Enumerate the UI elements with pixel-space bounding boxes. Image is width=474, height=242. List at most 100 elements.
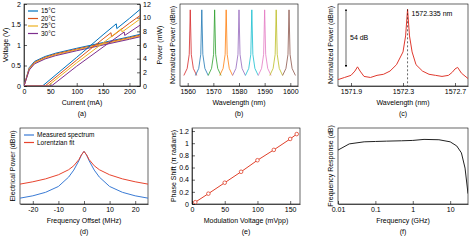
tick: 4 [137, 55, 147, 62]
xticks-axis: 1571.91572.31572.7 [339, 83, 469, 95]
tick-mark [290, 83, 291, 86]
tick: 1600 [283, 83, 299, 95]
axis-line [25, 86, 141, 87]
tick-mark [192, 168, 195, 169]
figure: 05010015020000.511.5202468101215°C20°C25… [0, 0, 474, 242]
plot-area [193, 132, 298, 204]
tick-mark [257, 201, 258, 204]
tick-label: 0 [17, 83, 21, 90]
tick-label: 1600 [283, 88, 299, 95]
x-axis-title: Wavelength (nm) [376, 99, 429, 107]
tick: 0.4 [179, 176, 195, 183]
series-line [24, 36, 140, 86]
series-line [258, 10, 271, 76]
xticks-axis: 050100150 [191, 201, 301, 213]
legend-label: 30°C [41, 30, 56, 37]
tick-label: 2 [17, 1, 21, 8]
annotation: 1572.335 nm [412, 10, 453, 17]
panel: 0.010.1110Frequency (GHz)(f)Frequency Re… [327, 125, 469, 236]
tick: 1 [17, 42, 27, 49]
tick-mark [290, 201, 291, 204]
legend: 15°C20°C25°C30°C [28, 7, 56, 37]
tick: 1 [411, 201, 415, 213]
tick-mark [239, 83, 240, 86]
y2ticks-axis: 024681012 [137, 1, 151, 90]
tick: 6 [137, 42, 147, 49]
plot-frame [20, 128, 148, 204]
panel-title: (d) [80, 228, 89, 236]
annotation: 54 dB [350, 34, 369, 41]
tick: 1 [185, 140, 195, 147]
axis-line [21, 204, 149, 205]
plot-frame [180, 4, 298, 86]
x-axis-title: Frequency (GHz) [376, 217, 430, 225]
tick: 0 [83, 201, 87, 213]
tick-mark [24, 66, 27, 67]
legend-swatch [24, 134, 34, 135]
plot-frame [338, 128, 468, 204]
tick-label: 1.5 [11, 21, 21, 28]
x-axis-title: Modulation Voltage (mVpp) [204, 217, 288, 225]
tick-label: -10 [54, 206, 64, 213]
tick-label: 50 [221, 206, 229, 213]
tick-label: 20 [132, 206, 140, 213]
legend-swatch [28, 18, 38, 19]
tick: 100 [252, 201, 264, 213]
panel: -20-1001020Measured spectrumLorentzian f… [9, 128, 149, 236]
tick-mark [338, 201, 339, 204]
tick: 10 [447, 201, 455, 213]
panel-title: (a) [78, 110, 87, 118]
tick: 100 [71, 83, 83, 95]
legend-swatch [28, 33, 38, 34]
tick-mark [225, 201, 226, 204]
tick-mark [265, 83, 266, 86]
tick-mark [129, 83, 130, 86]
tick: 0.5 [11, 62, 27, 69]
plot-area [184, 10, 296, 76]
tick: 0.8 [179, 152, 195, 159]
tick-mark [24, 25, 27, 26]
tick-label: 2 [143, 69, 147, 76]
xticks-axis: -20-1001020 [21, 201, 149, 213]
y-axis-title: Phase Shift (π radians) [170, 130, 178, 202]
axis-line [192, 129, 193, 205]
tick: 1571.9 [341, 83, 363, 95]
tick-mark [135, 201, 136, 204]
x-axis-title: Wavelength (nm) [212, 99, 265, 107]
tick: 1.2 [179, 128, 195, 135]
plot-area [338, 139, 468, 193]
legend-swatch [24, 142, 34, 143]
series-line [270, 10, 283, 76]
tick: 1560 [180, 83, 196, 95]
legend-swatch [28, 25, 38, 26]
tick-mark [413, 201, 414, 204]
tick: 2 [137, 69, 147, 76]
tick: 0.1 [371, 201, 381, 213]
panel-title: (f) [400, 228, 407, 236]
series-line [24, 37, 140, 86]
tick-label: 1571.9 [341, 88, 363, 95]
level-arrow [346, 9, 347, 67]
tick-mark [110, 201, 111, 204]
tick-label: 0.6 [179, 164, 189, 171]
tick-label: 150 [98, 88, 110, 95]
tick-label: 8 [143, 28, 147, 35]
tick: 1572.3 [393, 83, 415, 95]
series-line [24, 34, 140, 86]
axis-line [339, 204, 469, 205]
tick-label: 0 [83, 206, 87, 213]
tick: 10 [106, 201, 114, 213]
series-line [24, 35, 140, 86]
tick: 50 [221, 201, 229, 213]
tick-label: 1 [17, 42, 21, 49]
tick-label: 6 [143, 42, 147, 49]
series-line [220, 10, 233, 76]
tick-label: 100 [71, 88, 83, 95]
y-axis-title: Electrical Power (dBm) [9, 130, 17, 201]
series-line [338, 9, 468, 79]
tick: 8 [137, 28, 147, 35]
marker [288, 137, 292, 141]
tick: 2 [17, 1, 27, 8]
panel: 05010015000.20.40.60.811.2Modulation Vol… [170, 128, 301, 236]
peak-line [407, 9, 408, 86]
